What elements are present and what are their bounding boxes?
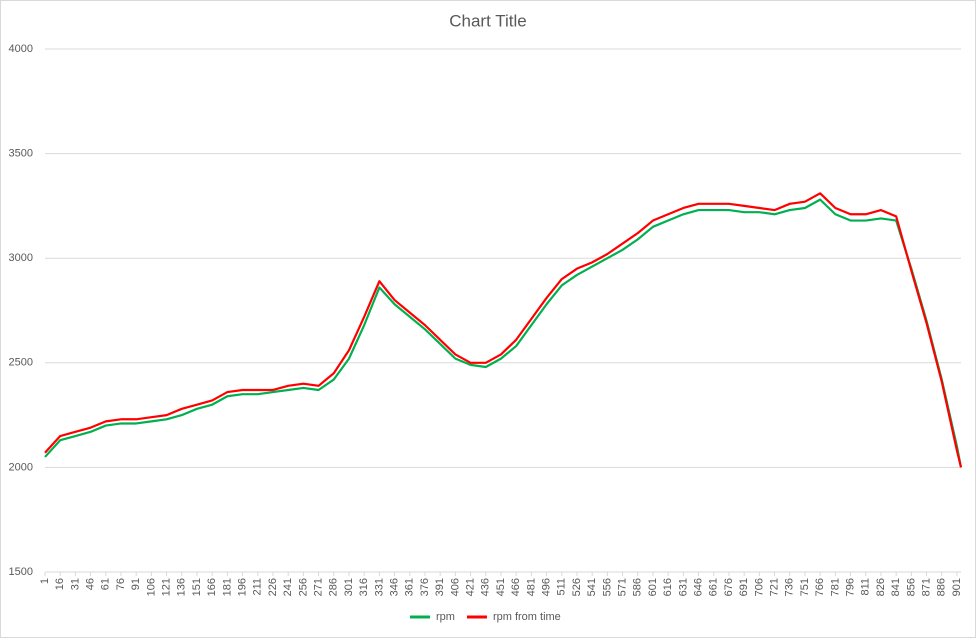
x-tick-label: 286 (328, 578, 340, 596)
x-tick-label: 451 (495, 578, 507, 596)
x-tick-label: 391 (434, 578, 446, 596)
x-tick-label: 301 (343, 578, 355, 596)
x-tick-label: 706 (753, 578, 765, 596)
x-tick-label: 16 (54, 578, 66, 590)
y-tick-label: 4000 (9, 43, 33, 55)
x-tick-label: 691 (738, 578, 750, 596)
x-tick-label: 211 (252, 578, 264, 596)
y-tick-label: 2000 (9, 461, 33, 473)
x-tick-label: 481 (525, 578, 537, 596)
series-line (44, 198, 963, 468)
y-tick-label: 1500 (9, 566, 33, 578)
x-tick-label: 316 (358, 578, 370, 596)
x-tick-label: 436 (480, 578, 492, 596)
x-tick-label: 826 (875, 578, 887, 596)
x-tick-label: 76 (115, 578, 127, 590)
x-tick-label: 496 (540, 578, 552, 596)
x-tick-label: 751 (799, 578, 811, 596)
x-tick-label: 841 (890, 578, 902, 596)
x-tick-label: 796 (844, 578, 856, 596)
x-tick-label: 511 (556, 578, 568, 596)
y-tick-label: 2500 (9, 357, 33, 369)
x-tick-label: 616 (662, 578, 674, 596)
x-tick-label: 61 (100, 578, 112, 590)
x-tick-label: 46 (85, 578, 97, 590)
x-tick-label: 121 (160, 578, 172, 596)
x-tick-label: 151 (191, 578, 203, 596)
y-tick-label: 3000 (9, 252, 33, 264)
x-tick-label: 196 (236, 578, 248, 596)
x-tick-label: 661 (708, 578, 720, 596)
chart-title: Chart Title (449, 11, 526, 30)
x-tick-label: 901 (951, 578, 963, 596)
x-tick-label: 721 (768, 578, 780, 596)
x-tick-label: 601 (647, 578, 659, 596)
x-tick-label: 526 (571, 578, 583, 596)
x-tick-label: 1 (39, 578, 51, 584)
x-tick-label: 406 (449, 578, 461, 596)
x-tick-label: 541 (586, 578, 598, 596)
x-tick-label: 106 (145, 578, 157, 596)
x-tick-label: 571 (616, 578, 628, 596)
x-tick-label: 241 (282, 578, 294, 596)
x-tick-label: 271 (312, 578, 324, 596)
x-tick-label: 181 (221, 578, 233, 596)
x-tick-label: 421 (464, 578, 476, 596)
series-line (44, 192, 963, 468)
x-tick-label: 781 (829, 578, 841, 596)
x-tick-label: 226 (267, 578, 279, 596)
x-tick-label: 376 (419, 578, 431, 596)
x-tick-label: 256 (297, 578, 309, 596)
x-tick-label: 31 (69, 578, 81, 590)
x-tick-label: 91 (130, 578, 142, 590)
x-tick-label: 736 (784, 578, 796, 596)
x-tick-label: 331 (373, 578, 385, 596)
x-tick-label: 346 (388, 578, 400, 596)
x-tick-label: 166 (206, 578, 218, 596)
x-tick-label: 811 (860, 578, 872, 596)
x-tick-label: 646 (692, 578, 704, 596)
legend-label: rpm from time (493, 611, 561, 623)
x-tick-label: 361 (404, 578, 416, 596)
y-tick-label: 3500 (9, 148, 33, 160)
x-tick-label: 886 (936, 578, 948, 596)
x-tick-label: 466 (510, 578, 522, 596)
x-tick-label: 136 (176, 578, 188, 596)
x-tick-label: 586 (632, 578, 644, 596)
x-tick-label: 856 (905, 578, 917, 596)
x-tick-label: 766 (814, 578, 826, 596)
legend-label: rpm (436, 611, 455, 623)
x-tick-label: 871 (920, 578, 932, 596)
x-tick-label: 631 (677, 578, 689, 596)
x-tick-label: 676 (723, 578, 735, 596)
x-tick-label: 556 (601, 578, 613, 596)
